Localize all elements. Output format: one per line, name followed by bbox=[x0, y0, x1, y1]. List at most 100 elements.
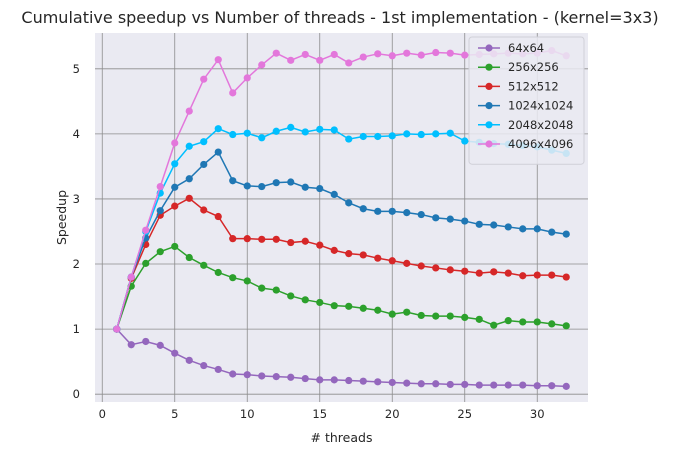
data-point bbox=[359, 132, 367, 141]
data-point bbox=[490, 221, 498, 229]
data-point bbox=[272, 235, 280, 243]
data-point bbox=[330, 376, 338, 384]
data-point bbox=[229, 370, 237, 378]
data-point bbox=[359, 205, 367, 213]
data-point bbox=[417, 262, 425, 270]
data-point bbox=[461, 217, 469, 225]
data-point bbox=[504, 381, 512, 389]
y-axis-ticks: 0 1 2 3 4 5 bbox=[73, 62, 80, 401]
data-point bbox=[519, 225, 527, 233]
data-point bbox=[214, 56, 222, 64]
data-point bbox=[388, 132, 396, 140]
data-point bbox=[548, 228, 556, 236]
data-point bbox=[374, 50, 382, 58]
data-point bbox=[446, 215, 454, 223]
data-point bbox=[272, 127, 280, 135]
data-point bbox=[258, 134, 266, 142]
data-point bbox=[533, 225, 541, 233]
data-point bbox=[374, 132, 382, 141]
data-point bbox=[475, 315, 483, 323]
y-tick-label: 1 bbox=[73, 322, 80, 336]
data-point bbox=[185, 356, 193, 364]
data-point bbox=[229, 274, 237, 282]
data-point bbox=[461, 51, 469, 59]
legend-label: 2048x2048 bbox=[508, 118, 573, 132]
data-point bbox=[258, 182, 266, 191]
data-point bbox=[301, 50, 309, 59]
data-point bbox=[301, 128, 309, 136]
data-point bbox=[229, 130, 237, 139]
data-point bbox=[490, 268, 498, 276]
data-point bbox=[374, 207, 382, 215]
data-point bbox=[171, 349, 179, 357]
data-point bbox=[504, 223, 512, 231]
data-point bbox=[432, 312, 440, 320]
data-point bbox=[388, 257, 396, 265]
data-point bbox=[287, 373, 295, 381]
data-point bbox=[113, 325, 121, 333]
data-point bbox=[214, 365, 222, 374]
data-point bbox=[316, 125, 324, 133]
data-point bbox=[214, 125, 222, 133]
data-point bbox=[562, 322, 570, 330]
x-tick-label: 25 bbox=[457, 407, 472, 421]
data-point bbox=[519, 272, 527, 280]
legend-swatch-marker bbox=[485, 44, 493, 52]
data-point bbox=[272, 286, 280, 294]
data-point bbox=[519, 381, 527, 389]
data-point bbox=[185, 253, 193, 262]
series-1024x1024 bbox=[113, 148, 570, 333]
data-point bbox=[258, 235, 266, 243]
data-point bbox=[127, 273, 135, 281]
data-point bbox=[301, 374, 309, 383]
data-point bbox=[345, 302, 353, 310]
y-tick-label: 5 bbox=[73, 62, 80, 76]
data-point bbox=[475, 269, 483, 277]
data-point bbox=[475, 381, 483, 389]
data-point bbox=[359, 53, 367, 61]
data-point bbox=[446, 312, 454, 320]
data-point bbox=[287, 238, 295, 247]
data-point bbox=[504, 269, 512, 277]
data-point bbox=[432, 130, 440, 138]
data-point bbox=[374, 254, 382, 262]
data-point bbox=[359, 377, 367, 385]
data-point bbox=[156, 248, 164, 256]
data-point bbox=[432, 264, 440, 272]
series-256x256 bbox=[113, 242, 570, 333]
data-point bbox=[243, 277, 251, 285]
data-point bbox=[127, 341, 135, 349]
data-point bbox=[316, 241, 324, 249]
data-point bbox=[417, 311, 425, 320]
data-point bbox=[258, 61, 266, 69]
data-point bbox=[214, 212, 222, 221]
data-point bbox=[403, 308, 411, 316]
data-point bbox=[171, 160, 179, 168]
series-64x64 bbox=[113, 325, 570, 390]
data-point bbox=[388, 310, 396, 318]
data-point bbox=[432, 48, 440, 57]
series-512x512 bbox=[113, 194, 570, 333]
data-point bbox=[229, 89, 237, 97]
data-point bbox=[562, 230, 570, 238]
legend-swatch-marker bbox=[485, 63, 493, 71]
data-point bbox=[330, 190, 338, 198]
data-point bbox=[185, 175, 193, 183]
data-point bbox=[156, 207, 164, 215]
data-point bbox=[142, 226, 150, 234]
data-point bbox=[185, 142, 193, 150]
data-point bbox=[432, 214, 440, 222]
data-point bbox=[345, 199, 353, 207]
chart-title: Cumulative speedup vs Number of threads … bbox=[21, 8, 658, 27]
data-point bbox=[504, 317, 512, 325]
data-point bbox=[200, 75, 208, 83]
data-point bbox=[345, 376, 353, 385]
legend-label: 64x64 bbox=[508, 41, 544, 55]
data-point bbox=[287, 292, 295, 300]
data-point bbox=[171, 183, 179, 191]
data-point bbox=[171, 202, 179, 210]
data-point bbox=[243, 371, 251, 379]
legend-item: 512x512 bbox=[478, 79, 559, 93]
x-tick-label: 15 bbox=[312, 407, 327, 421]
data-point bbox=[330, 246, 338, 254]
